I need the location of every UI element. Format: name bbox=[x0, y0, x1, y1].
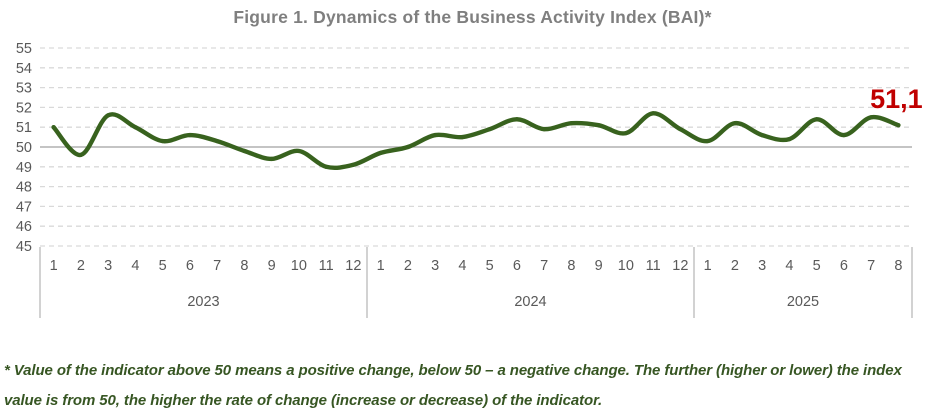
x-tick-label: 3 bbox=[104, 258, 112, 274]
y-tick-label: 55 bbox=[16, 41, 32, 57]
data-point-marker bbox=[841, 133, 846, 138]
data-point-marker bbox=[242, 148, 247, 154]
data-point-marker bbox=[487, 127, 492, 132]
x-tick-label: 5 bbox=[813, 258, 821, 274]
x-tick-label: 6 bbox=[186, 258, 194, 274]
data-point-marker bbox=[651, 111, 656, 116]
data-point-marker bbox=[215, 138, 220, 144]
data-point-marker bbox=[514, 117, 519, 122]
y-tick-label: 48 bbox=[16, 180, 32, 196]
figure-title: Figure 1. Dynamics of the Business Activ… bbox=[233, 7, 712, 27]
data-point-marker bbox=[896, 123, 901, 128]
data-point-marker bbox=[814, 117, 819, 122]
data-point-marker bbox=[433, 133, 438, 138]
x-tick-label: 11 bbox=[319, 258, 334, 274]
x-tick-label: 10 bbox=[291, 258, 307, 274]
x-tick-label: 2 bbox=[731, 258, 739, 274]
data-point-marker bbox=[542, 127, 547, 132]
data-point-marker bbox=[351, 162, 356, 167]
x-tick-label: 1 bbox=[50, 258, 58, 274]
y-tick-label: 46 bbox=[16, 219, 32, 235]
y-tick-label: 51 bbox=[16, 120, 32, 136]
x-tick-label: 1 bbox=[377, 258, 385, 274]
data-point-marker bbox=[133, 125, 138, 130]
data-point-marker bbox=[569, 121, 574, 126]
x-tick-label: 6 bbox=[513, 258, 521, 274]
x-tick-label: 9 bbox=[268, 258, 276, 274]
year-label-2025: 2025 bbox=[787, 294, 819, 310]
y-tick-label: 53 bbox=[16, 81, 32, 97]
x-tick-label: 12 bbox=[672, 258, 688, 274]
x-tick-label: 8 bbox=[567, 258, 575, 274]
y-tick-label: 45 bbox=[16, 239, 32, 255]
x-tick-label: 12 bbox=[345, 258, 361, 274]
y-tick-label: 47 bbox=[16, 199, 32, 215]
data-point-marker bbox=[596, 123, 601, 128]
data-point-marker bbox=[787, 136, 792, 142]
y-tick-label: 50 bbox=[16, 140, 32, 156]
x-tick-label: 3 bbox=[758, 258, 766, 274]
data-point-marker bbox=[460, 135, 465, 140]
data-point-marker bbox=[51, 125, 56, 130]
data-point-marker bbox=[405, 144, 410, 150]
x-tick-label: 8 bbox=[240, 258, 248, 274]
data-point-marker bbox=[869, 115, 874, 120]
x-tick-label: 2 bbox=[404, 258, 412, 274]
x-tick-label: 4 bbox=[458, 258, 466, 274]
x-tick-label: 10 bbox=[618, 258, 634, 274]
x-tick-label: 5 bbox=[486, 258, 494, 274]
x-tick-label: 4 bbox=[785, 258, 793, 274]
last-value-label: 51,1 bbox=[870, 84, 923, 114]
x-tick-label: 5 bbox=[159, 258, 167, 274]
data-point-marker bbox=[760, 133, 765, 138]
data-point-marker bbox=[678, 127, 683, 132]
y-tick-label: 54 bbox=[16, 61, 32, 77]
x-tick-label: 7 bbox=[213, 258, 221, 274]
x-tick-label: 6 bbox=[840, 258, 848, 274]
x-tick-label: 1 bbox=[704, 258, 712, 274]
data-point-marker bbox=[187, 133, 192, 138]
year-label-2024: 2024 bbox=[514, 294, 546, 310]
data-point-marker bbox=[269, 156, 274, 161]
x-tick-label: 7 bbox=[867, 258, 875, 274]
data-point-marker bbox=[78, 152, 83, 158]
footnote: * Value of the indicator above 50 means … bbox=[4, 362, 902, 409]
y-tick-label: 52 bbox=[16, 100, 32, 116]
data-point-marker bbox=[106, 113, 111, 118]
x-tick-label: 2 bbox=[77, 258, 85, 274]
x-tick-label: 4 bbox=[131, 258, 139, 274]
data-point-marker bbox=[378, 150, 383, 156]
data-point-marker bbox=[324, 164, 329, 169]
data-point-marker bbox=[160, 138, 165, 144]
data-point-marker bbox=[732, 121, 737, 126]
x-tick-label: 11 bbox=[646, 258, 661, 274]
x-tick-label: 8 bbox=[894, 258, 902, 274]
year-label-2023: 2023 bbox=[187, 294, 219, 310]
y-tick-label: 49 bbox=[16, 160, 32, 176]
x-tick-label: 7 bbox=[540, 258, 548, 274]
x-tick-label: 3 bbox=[431, 258, 439, 274]
data-point-marker bbox=[623, 131, 628, 136]
data-point-marker bbox=[705, 138, 710, 144]
bai-line bbox=[51, 111, 901, 170]
data-point-marker bbox=[296, 148, 301, 154]
x-tick-label: 9 bbox=[595, 258, 603, 274]
